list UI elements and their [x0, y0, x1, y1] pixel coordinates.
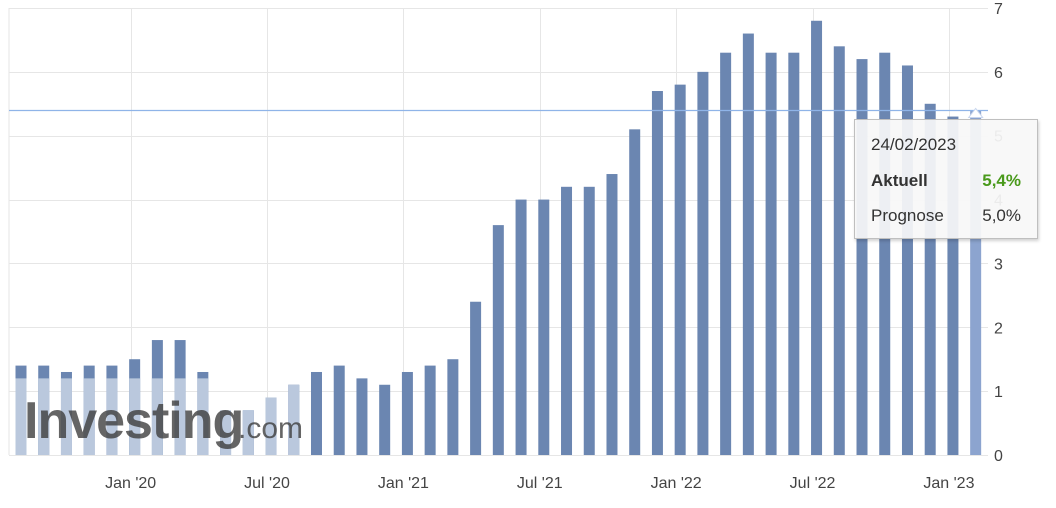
bar-forecast [220, 410, 232, 455]
tooltip-actual-label: Aktuell [871, 171, 928, 190]
investing-watermark: Investing .com [24, 392, 303, 450]
bar-actual [583, 186, 595, 456]
bar-forecast [83, 378, 95, 455]
reference-line [9, 107, 988, 118]
bar-actual [720, 52, 732, 455]
bar-actual [947, 116, 959, 456]
tooltip-forecast-value: 5,0% [982, 206, 1021, 225]
bar-actual [811, 20, 823, 456]
bar-forecast [288, 384, 300, 455]
bar-actual [606, 174, 618, 455]
bar-actual [901, 65, 913, 455]
bar-forecast [174, 378, 186, 455]
x-tick-label: Jul '22 [790, 475, 836, 492]
bar-actual [697, 71, 709, 455]
bar-forecast [15, 378, 27, 455]
bar-actual [538, 199, 550, 455]
bar-actual [310, 371, 322, 455]
bar-forecast [151, 378, 163, 455]
x-tick-label: Jan '22 [651, 475, 702, 492]
tooltip-actual-value: 5,4% [982, 171, 1021, 190]
x-axis-ticks: Jan '20 Jul '20 Jan '21 Jul '21 Jan '22 Jul '… [105, 475, 974, 492]
x-tick-label: Jan '20 [105, 475, 156, 492]
bar-actual [356, 378, 368, 455]
y-tick-label: 7 [994, 1, 1003, 18]
bar-forecast [60, 378, 72, 455]
bar-actual [379, 384, 391, 455]
bar-actual [470, 301, 482, 455]
bar-actual [651, 91, 663, 455]
tooltip: 24/02/2023 Aktuell 5,4% Prognose 5,0% [854, 119, 1038, 239]
bar-actual [674, 84, 686, 455]
x-tick-label: Jan '23 [923, 475, 974, 492]
bar-actual [856, 59, 868, 455]
x-tick-label: Jul '20 [244, 475, 290, 492]
bar-forecast [129, 378, 141, 455]
bar-actual [788, 52, 800, 455]
y-tick-label: 3 [994, 256, 1003, 273]
bar-forecast [242, 410, 254, 455]
bar-actual [401, 371, 413, 455]
y-tick-label: 6 [994, 65, 1003, 82]
bar-actual [742, 33, 754, 456]
bar-actual [492, 225, 504, 455]
bar-forecast [106, 378, 118, 455]
bar-actual [924, 103, 936, 456]
y-tick-label: 1 [994, 384, 1003, 401]
bar-actual [447, 359, 459, 455]
tooltip-date: 24/02/2023 [871, 135, 957, 154]
bar-actual [629, 129, 641, 456]
bars [15, 20, 982, 456]
tooltip-forecast-label: Prognose [871, 206, 944, 225]
bar-actual [833, 46, 845, 456]
bar-actual [515, 199, 527, 455]
watermark-suffix: .com [238, 412, 303, 445]
bar-forecast [197, 378, 209, 455]
bar-actual [879, 52, 891, 455]
y-tick-label: 0 [994, 448, 1003, 465]
bar-actual [424, 365, 436, 455]
bar-forecast [38, 378, 50, 455]
watermark-brand: Investing [24, 392, 243, 450]
bar-actual [765, 52, 777, 455]
bar-actual [561, 186, 573, 456]
bar-actual [333, 365, 345, 455]
bar-forecast [265, 397, 277, 455]
bar-actual [970, 110, 982, 456]
x-tick-label: Jul '21 [517, 475, 563, 492]
x-tick-label: Jan '21 [378, 475, 429, 492]
reference-marker [967, 107, 984, 118]
y-tick-label: 2 [994, 320, 1003, 337]
